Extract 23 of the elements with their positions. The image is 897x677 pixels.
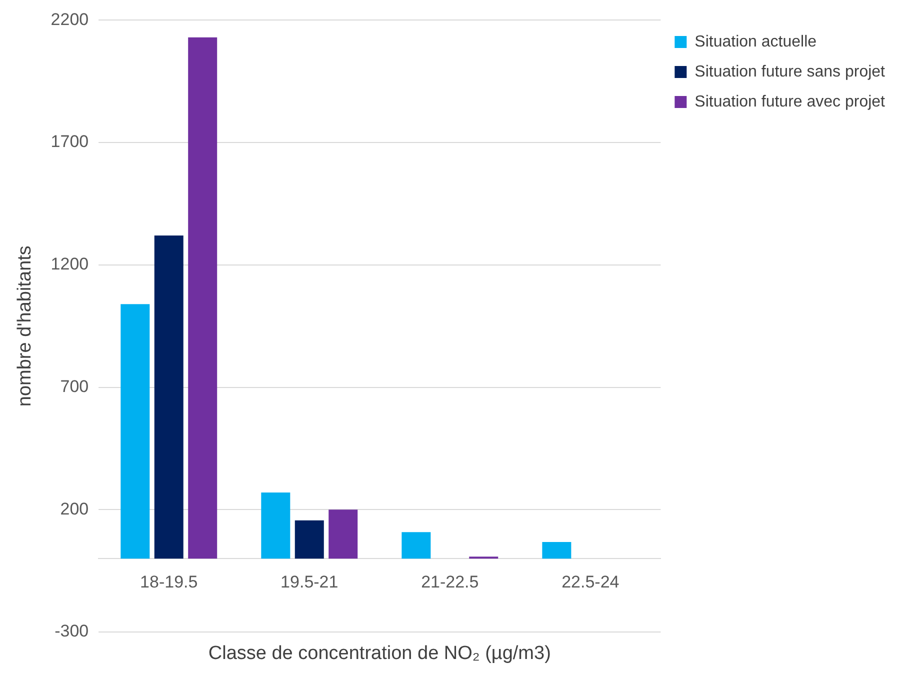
y-tick-label: 200 [60,499,89,518]
bar [294,520,324,559]
x-tick-label: 18-19.5 [140,572,198,592]
y-tick-label: 1200 [50,254,89,274]
y-tick-label: -300 [54,622,89,641]
bar [328,510,358,559]
bar [402,532,431,559]
x-tick-label: 21-22.5 [421,572,479,592]
bar [188,37,218,559]
bar [154,236,184,559]
y-tick-label: 700 [60,376,89,396]
y-axis-title: nombre d'habitants [14,246,36,407]
y-tick-label: 2200 [50,10,89,29]
legend-label: Situation future avec projet [694,93,886,110]
legend-label: Situation actuelle [694,33,817,50]
x-tick-label: 19.5-21 [280,572,338,592]
y-tick-label: 1700 [50,132,89,152]
bar [261,492,290,559]
legend-label: Situation future sans projet [694,63,886,80]
bar [120,304,150,559]
x-tick-label: 22.5-24 [562,572,620,592]
bar [542,542,572,559]
x-axis-title: Classe de concentration de NO₂ (µg/m3) [208,643,551,664]
